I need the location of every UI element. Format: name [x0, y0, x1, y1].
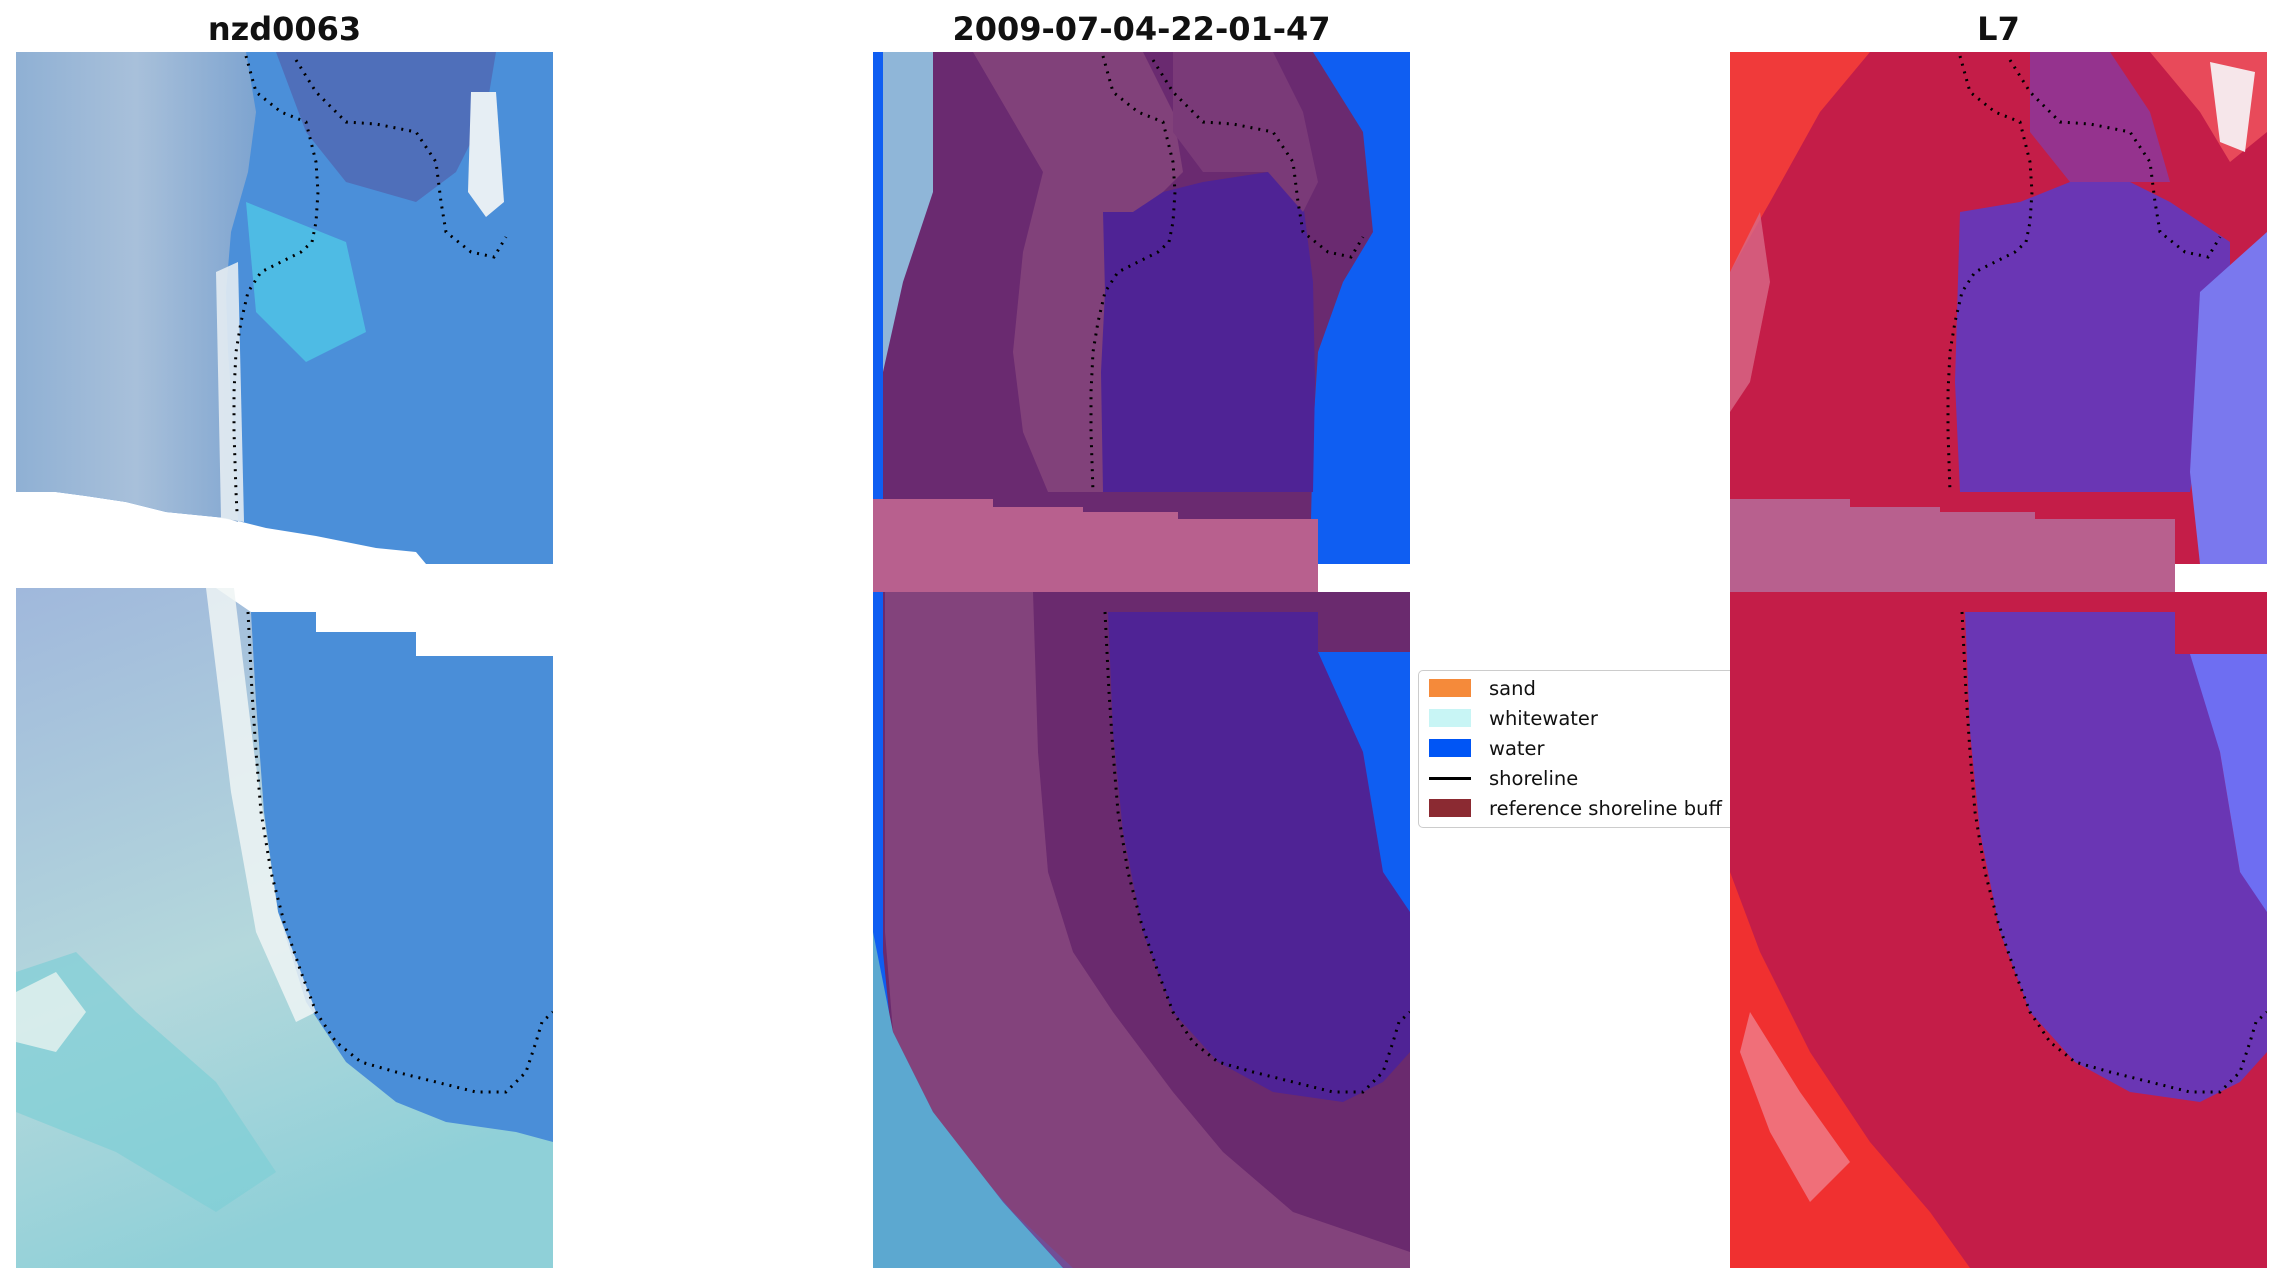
legend-item-sand: sand	[1429, 673, 1536, 703]
legend-item-reference-buffer: reference shoreline buff	[1429, 793, 1722, 823]
legend-label: whitewater	[1489, 706, 1598, 730]
panel-title-date: 2009-07-04-22-01-47	[952, 10, 1331, 48]
panel-title-satellite: L7	[1977, 10, 2020, 48]
classified-image	[873, 52, 1410, 1268]
legend-item-whitewater: whitewater	[1429, 703, 1598, 733]
panel-title-rgb: nzd0063	[207, 10, 362, 48]
legend-label: water	[1489, 736, 1545, 760]
rgb-image	[16, 52, 553, 1268]
legend: sand whitewater water shoreline referenc…	[1418, 670, 1738, 828]
rgb-image-panel	[16, 52, 553, 1268]
index-image	[1730, 52, 2267, 1268]
shoreline-line-swatch	[1429, 776, 1471, 780]
whitewater-swatch	[1429, 709, 1471, 727]
index-image-panel	[1730, 52, 2267, 1268]
sand-swatch	[1429, 679, 1471, 697]
classified-image-panel	[873, 52, 1410, 1268]
reference-buffer-swatch	[1429, 799, 1471, 817]
legend-label: reference shoreline buff	[1489, 796, 1722, 820]
shoreline-upper	[232, 55, 320, 513]
legend-item-shoreline: shoreline	[1429, 763, 1578, 793]
legend-label: shoreline	[1489, 766, 1579, 790]
legend-item-water: water	[1429, 733, 1545, 763]
legend-label: sand	[1489, 676, 1536, 700]
water-swatch	[1429, 739, 1471, 757]
